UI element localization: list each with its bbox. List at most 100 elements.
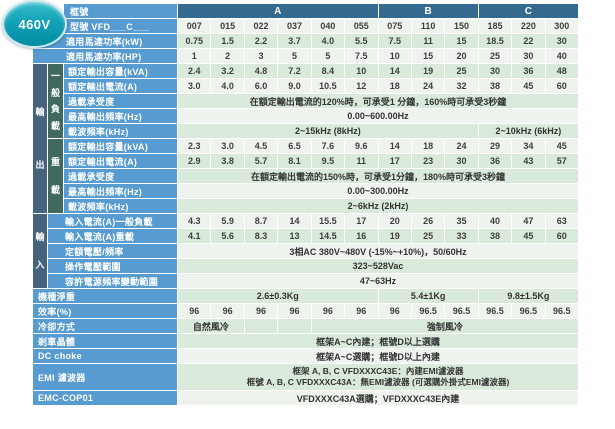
data-cell: 3: [244, 49, 278, 63]
data-cell: 19: [378, 229, 411, 243]
span-cell: 2~15kHz (8kHz): [178, 124, 478, 138]
span-cell: 2~6kHz (2kHz): [178, 199, 578, 213]
row-label: 過載承受度: [64, 169, 177, 183]
data-cell: 20: [445, 49, 478, 63]
data-cell: 1: [178, 49, 211, 63]
row-label: 額定輸出電流(A): [64, 79, 177, 93]
band-output: 輸出: [33, 64, 47, 213]
data-cell: 4.1: [178, 229, 211, 243]
data-cell: 40: [545, 49, 578, 63]
data-cell: 38: [478, 229, 512, 243]
data-cell: 14.5: [311, 229, 345, 243]
data-cell: 11: [345, 154, 378, 168]
row-label: 輸入電流(A)重載: [48, 229, 177, 243]
band-general-load-char: 負: [50, 104, 60, 115]
data-cell: 96.5: [411, 304, 445, 318]
data-cell: 33: [445, 229, 478, 243]
frame-group-header: A: [178, 4, 378, 18]
data-cell: 16: [345, 229, 378, 243]
data-cell: 3.0: [211, 139, 244, 153]
data-cell: 022: [244, 19, 278, 33]
data-cell: 037: [278, 19, 311, 33]
data-cell: 17: [378, 154, 411, 168]
row-label: 載波頻率(kHz): [64, 124, 177, 138]
data-cell: 10: [378, 49, 411, 63]
data-cell: 96: [211, 304, 244, 318]
span-cell: 9.8±1.5Kg: [478, 289, 578, 303]
span-cell: 自然風冷: [178, 319, 244, 333]
span-cell: 在額定輸出電流的150%時，可承受1分鐘，180%時可承受3秒鐘: [178, 169, 578, 183]
data-cell: 96.5: [512, 304, 545, 318]
data-cell: 185: [478, 19, 512, 33]
data-cell: 19: [411, 64, 445, 78]
data-cell: 24: [445, 139, 478, 153]
voltage-badge-label: 460V: [18, 16, 51, 32]
data-cell: 14: [278, 214, 311, 228]
data-cell: 5.5: [345, 34, 378, 48]
data-cell: 055: [345, 19, 378, 33]
data-cell: 5: [278, 49, 311, 63]
data-cell: 2.4: [178, 64, 211, 78]
span-cell: [278, 319, 311, 333]
data-cell: 7.2: [278, 64, 311, 78]
data-cell: 60: [545, 229, 578, 243]
span-cell: 強制風冷: [311, 319, 578, 333]
data-cell: 12: [345, 79, 378, 93]
span-cell: 在額定輸出電流的120%時，可承受1 分鐘，160%時可承受3秒鐘: [178, 94, 578, 108]
data-cell: 38: [478, 79, 512, 93]
data-cell: 18: [378, 79, 411, 93]
span-cell: 0.00~300.00Hz: [178, 184, 578, 198]
data-cell: 110: [411, 19, 445, 33]
data-cell: 14: [378, 139, 411, 153]
data-cell: 10: [345, 64, 378, 78]
data-cell: 34: [512, 139, 545, 153]
data-cell: 1.5: [211, 34, 244, 48]
row-label: DC choke: [33, 349, 177, 363]
data-cell: 96: [378, 304, 411, 318]
data-cell: 4.0: [211, 79, 244, 93]
data-cell: 3.7: [278, 34, 311, 48]
row-label: EMI 濾波器: [33, 364, 177, 390]
span-cell: 5.4±1Kg: [378, 289, 478, 303]
data-cell: 9.6: [345, 139, 378, 153]
data-cell: 32: [445, 79, 478, 93]
band-general-load-char: 載: [50, 121, 60, 132]
span-cell: 框架A~C內建；框號D以上選購: [178, 334, 578, 348]
data-cell: 007: [178, 19, 211, 33]
data-cell: 45: [512, 229, 545, 243]
data-cell: 96: [244, 304, 278, 318]
row-label: 額定輸出電流(A): [64, 154, 177, 168]
row-label: 載波頻率(kHz): [64, 199, 177, 213]
data-cell: 23: [411, 154, 445, 168]
band-heavy-load-char: 載: [50, 185, 60, 195]
data-cell: 29: [478, 139, 512, 153]
data-cell: 8.1: [278, 154, 311, 168]
data-cell: 8.4: [311, 64, 345, 78]
span-cell-line: 框號 A, B, C VFDXXXC43A：無EMI濾波器 (可選購外掛式EMI…: [246, 377, 510, 387]
row-label: 額定輸出容量(kVA): [64, 139, 177, 153]
data-cell: 4.5: [244, 139, 278, 153]
band-output-char: 出: [35, 160, 45, 170]
data-cell: 3.8: [211, 154, 244, 168]
data-cell: 15: [445, 34, 478, 48]
row-label: 操作電壓範圍: [48, 259, 177, 273]
data-cell: 7.5: [378, 34, 411, 48]
band-input-char: 入: [35, 260, 45, 270]
data-cell: 6.5: [278, 139, 311, 153]
span-cell: 框架A~C選購；框號D以上內建: [178, 349, 578, 363]
data-cell: 96: [278, 304, 311, 318]
data-cell: 18: [411, 139, 445, 153]
band-general-load-char: 般: [50, 87, 60, 98]
data-cell: 11: [411, 34, 445, 48]
data-cell: 96: [178, 304, 211, 318]
data-cell: 17: [345, 214, 378, 228]
row-label: 定額電壓/頻率: [48, 244, 177, 258]
data-cell: 47: [512, 214, 545, 228]
data-cell: 96.5: [445, 304, 478, 318]
band-heavy-load: 重載: [48, 139, 63, 213]
data-cell: 35: [445, 214, 478, 228]
data-cell: 96.5: [478, 304, 512, 318]
data-cell: 45: [545, 139, 578, 153]
row-label: 容許電源頻率變動範圍: [48, 274, 177, 288]
data-cell: 30: [478, 64, 512, 78]
